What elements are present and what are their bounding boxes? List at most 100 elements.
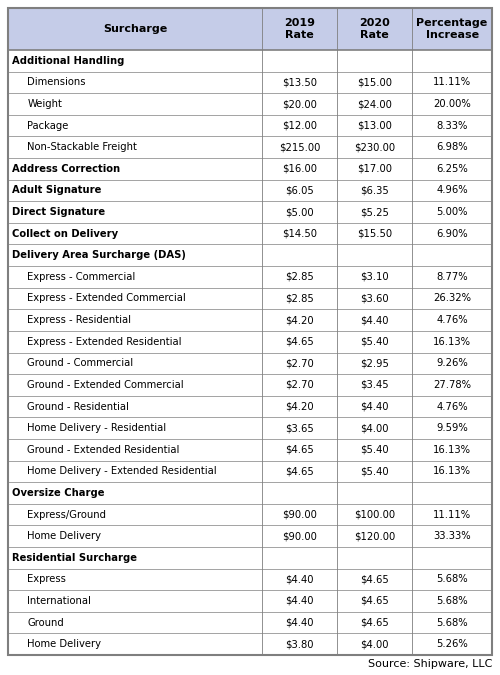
Bar bbox=[8, 201, 492, 223]
Text: $6.35: $6.35 bbox=[360, 186, 389, 196]
Bar bbox=[8, 633, 492, 655]
Text: 5.68%: 5.68% bbox=[436, 574, 468, 585]
Bar bbox=[8, 396, 492, 417]
Bar bbox=[8, 568, 492, 590]
Text: 16.13%: 16.13% bbox=[433, 466, 471, 477]
Text: $215.00: $215.00 bbox=[279, 142, 320, 153]
Text: $2.70: $2.70 bbox=[285, 380, 314, 390]
Text: 11.11%: 11.11% bbox=[433, 510, 471, 520]
Text: $4.65: $4.65 bbox=[360, 574, 389, 585]
Text: $4.65: $4.65 bbox=[360, 618, 389, 628]
Text: $5.40: $5.40 bbox=[360, 445, 389, 455]
Bar bbox=[8, 244, 492, 266]
Text: Home Delivery - Residential: Home Delivery - Residential bbox=[27, 423, 166, 433]
Text: 16.13%: 16.13% bbox=[433, 337, 471, 347]
Text: $2.85: $2.85 bbox=[285, 294, 314, 304]
Bar bbox=[8, 50, 492, 72]
Text: $4.65: $4.65 bbox=[360, 596, 389, 606]
Text: 16.13%: 16.13% bbox=[433, 445, 471, 455]
Text: Home Delivery: Home Delivery bbox=[27, 639, 101, 649]
Text: $14.50: $14.50 bbox=[282, 229, 317, 239]
Text: International: International bbox=[27, 596, 91, 606]
Bar bbox=[8, 374, 492, 396]
Bar bbox=[8, 309, 492, 331]
Bar bbox=[8, 612, 492, 633]
Text: $2.95: $2.95 bbox=[360, 358, 389, 369]
Text: 11.11%: 11.11% bbox=[433, 78, 471, 87]
Bar bbox=[8, 72, 492, 93]
Text: Oversize Charge: Oversize Charge bbox=[12, 488, 104, 498]
Text: 6.25%: 6.25% bbox=[436, 164, 468, 174]
Text: 4.96%: 4.96% bbox=[436, 186, 468, 196]
Bar bbox=[8, 223, 492, 244]
Text: $3.45: $3.45 bbox=[360, 380, 389, 390]
Bar bbox=[8, 180, 492, 201]
Text: $24.00: $24.00 bbox=[357, 99, 392, 109]
Text: Dimensions: Dimensions bbox=[27, 78, 86, 87]
Text: $16.00: $16.00 bbox=[282, 164, 317, 174]
Text: Express: Express bbox=[27, 574, 66, 585]
Text: Non-Stackable Freight: Non-Stackable Freight bbox=[27, 142, 137, 153]
Text: Ground - Commercial: Ground - Commercial bbox=[27, 358, 134, 369]
Bar bbox=[8, 266, 492, 288]
Bar bbox=[8, 525, 492, 547]
Text: 20.00%: 20.00% bbox=[433, 99, 471, 109]
Bar bbox=[8, 352, 492, 374]
Text: 4.76%: 4.76% bbox=[436, 315, 468, 325]
Text: $100.00: $100.00 bbox=[354, 510, 395, 520]
Text: 2020
Rate: 2020 Rate bbox=[360, 18, 390, 40]
Text: 4.76%: 4.76% bbox=[436, 402, 468, 412]
Text: 6.90%: 6.90% bbox=[436, 229, 468, 239]
Text: Ground - Extended Residential: Ground - Extended Residential bbox=[27, 445, 180, 455]
Text: Express/Ground: Express/Ground bbox=[27, 510, 106, 520]
Text: Ground - Extended Commercial: Ground - Extended Commercial bbox=[27, 380, 184, 390]
Text: Weight: Weight bbox=[27, 99, 62, 109]
Text: $4.65: $4.65 bbox=[285, 445, 314, 455]
Bar bbox=[8, 331, 492, 352]
Text: $4.40: $4.40 bbox=[286, 618, 314, 628]
Text: 2019
Rate: 2019 Rate bbox=[284, 18, 315, 40]
Bar bbox=[8, 547, 492, 568]
Text: $6.05: $6.05 bbox=[285, 186, 314, 196]
Text: $4.40: $4.40 bbox=[360, 315, 389, 325]
Bar bbox=[8, 590, 492, 612]
Text: $3.60: $3.60 bbox=[360, 294, 389, 304]
Text: 9.26%: 9.26% bbox=[436, 358, 468, 369]
Text: Collect on Delivery: Collect on Delivery bbox=[12, 229, 118, 239]
Text: $120.00: $120.00 bbox=[354, 531, 396, 541]
Text: Express - Extended Commercial: Express - Extended Commercial bbox=[27, 294, 186, 304]
Text: $4.40: $4.40 bbox=[286, 596, 314, 606]
Text: 27.78%: 27.78% bbox=[433, 380, 471, 390]
Text: $15.50: $15.50 bbox=[357, 229, 392, 239]
Text: $3.10: $3.10 bbox=[360, 272, 389, 282]
Bar bbox=[8, 8, 492, 50]
Text: Additional Handling: Additional Handling bbox=[12, 56, 124, 65]
Text: $12.00: $12.00 bbox=[282, 121, 317, 131]
Text: Express - Commercial: Express - Commercial bbox=[27, 272, 136, 282]
Text: Delivery Area Surcharge (DAS): Delivery Area Surcharge (DAS) bbox=[12, 250, 186, 261]
Text: Express - Extended Residential: Express - Extended Residential bbox=[27, 337, 182, 347]
Text: Address Correction: Address Correction bbox=[12, 164, 120, 174]
Text: $4.65: $4.65 bbox=[285, 466, 314, 477]
Text: $3.65: $3.65 bbox=[285, 423, 314, 433]
Bar bbox=[8, 115, 492, 136]
Bar bbox=[8, 482, 492, 504]
Text: $5.25: $5.25 bbox=[360, 207, 389, 217]
Text: $4.65: $4.65 bbox=[285, 337, 314, 347]
Text: $90.00: $90.00 bbox=[282, 510, 317, 520]
Bar bbox=[8, 93, 492, 115]
Text: Direct Signature: Direct Signature bbox=[12, 207, 105, 217]
Text: Percentage
Increase: Percentage Increase bbox=[416, 18, 488, 40]
Text: $17.00: $17.00 bbox=[357, 164, 392, 174]
Text: $5.40: $5.40 bbox=[360, 466, 389, 477]
Text: $2.70: $2.70 bbox=[285, 358, 314, 369]
Text: $4.20: $4.20 bbox=[286, 402, 314, 412]
Bar bbox=[8, 439, 492, 460]
Text: $2.85: $2.85 bbox=[285, 272, 314, 282]
Text: Package: Package bbox=[27, 121, 68, 131]
Text: $20.00: $20.00 bbox=[282, 99, 317, 109]
Text: 9.59%: 9.59% bbox=[436, 423, 468, 433]
Text: 26.32%: 26.32% bbox=[433, 294, 471, 304]
Text: 6.98%: 6.98% bbox=[436, 142, 468, 153]
Text: Home Delivery - Extended Residential: Home Delivery - Extended Residential bbox=[27, 466, 217, 477]
